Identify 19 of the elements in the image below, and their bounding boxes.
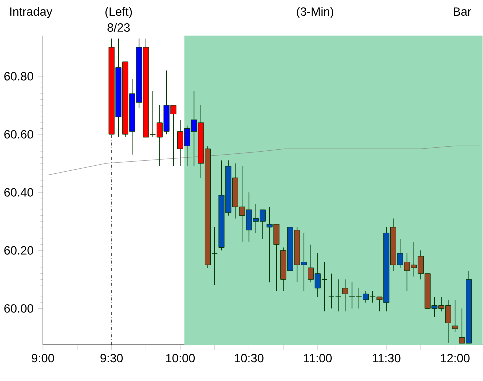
text: 8/23: [108, 23, 130, 32]
x-tick-label: 9:00: [32, 354, 54, 363]
x-tick-label: 12:00: [441, 354, 470, 363]
candlestick: [342, 279, 348, 312]
y-tick-label: 60.20: [4, 246, 34, 255]
x-tick-label: 9:30: [100, 354, 123, 363]
x-tick-label: 11:00: [304, 354, 332, 363]
text: Bar: [454, 8, 472, 16]
candlestick: [452, 300, 458, 332]
x-tick-label: 10:00: [166, 354, 196, 363]
text: (Left): [106, 7, 132, 18]
y-tick-label: 60.60: [4, 130, 34, 139]
y-tick-label: 60.40: [4, 188, 34, 197]
text: Intraday: [10, 7, 53, 18]
y-tick-label: 60.80: [4, 72, 34, 81]
x-tick-label: 11:30: [372, 354, 401, 363]
chart-title: (3-Min): [297, 7, 334, 18]
y-tick-label: 60.00: [4, 304, 34, 313]
x-tick-label: 10:30: [235, 354, 264, 363]
